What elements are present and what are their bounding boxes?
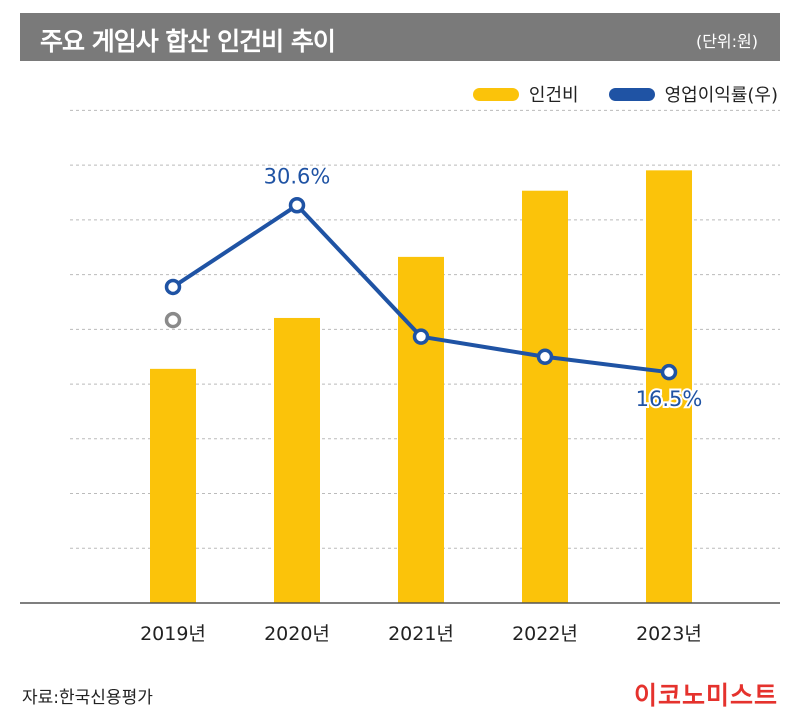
legend: 인건비 영업이익률(우) xyxy=(443,81,778,107)
legend-item-line: 영업이익률(우) xyxy=(608,81,778,107)
bar xyxy=(150,368,196,603)
unit-label: (단위:원) xyxy=(695,32,758,51)
line-point xyxy=(412,328,430,345)
bar xyxy=(522,190,568,603)
chart-title: 주요 게임사 합산 인건비 추이 xyxy=(40,27,336,56)
legend-label-bar: 인건비 xyxy=(528,85,579,106)
line-point xyxy=(164,278,182,296)
legend-item-bar: 인건비 xyxy=(472,81,579,107)
x-tick-label: 2020년 xyxy=(264,623,330,645)
x-tick-label: 2019년 xyxy=(140,623,206,645)
bars xyxy=(150,170,692,603)
legend-swatch-bar xyxy=(472,87,519,101)
bar xyxy=(646,170,692,603)
x-tick-label: 2021년 xyxy=(388,623,454,645)
x-tick-label: 2022년 xyxy=(512,623,578,645)
x-tick-label: 2023년 xyxy=(636,623,702,645)
labels: 2019년 2020년 2021년 2022년 2023년 30.6% 16.5% xyxy=(140,162,704,645)
data-label: 16.5% xyxy=(636,387,703,411)
line-point xyxy=(288,197,306,214)
bar xyxy=(398,256,444,603)
legend-label-line: 영업이익률(우) xyxy=(664,85,778,106)
publisher-logo: 이코노미스트 xyxy=(633,681,778,710)
line-point xyxy=(536,348,554,366)
bar xyxy=(274,317,320,603)
secondary-point xyxy=(164,311,182,329)
data-label: 30.6% xyxy=(264,164,331,188)
source-note: 자료:한국신용평가 xyxy=(22,688,153,708)
line-point xyxy=(660,363,678,381)
line-series xyxy=(164,197,678,381)
legend-swatch-line xyxy=(608,87,655,101)
title-bar: 주요 게임사 합산 인건비 추이 (단위:원) xyxy=(20,13,780,61)
